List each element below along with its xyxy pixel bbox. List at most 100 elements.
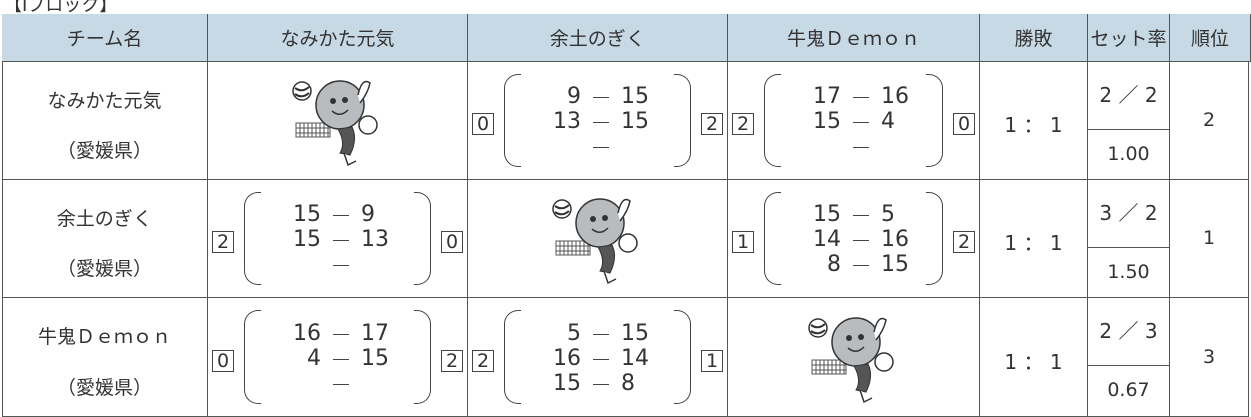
sets-for: 0 [472,113,494,135]
score-dash [581,346,621,371]
score-left: 13 [553,109,581,134]
score-list: 15 5 14 16 8 15 [786,202,936,277]
score-row: 8 15 [786,252,936,277]
score-row [786,134,936,159]
score-dash [841,202,881,227]
score-dash [581,109,621,134]
score-dash [321,202,361,227]
set-count: 2 ／ 2 [1099,82,1158,107]
score-left: 15 [813,202,841,227]
score-dash [841,227,881,252]
mascot-icon [292,80,378,167]
bracket-left [504,310,521,404]
score-row: 17 16 [786,84,936,109]
score-row: 15 13 [266,227,416,252]
header-cell: チーム名 [2,14,208,62]
score-right [361,252,416,277]
team-name: なみかた元気 [47,89,162,112]
score-row: 5 15 [526,321,676,346]
sets-for: 2 [472,349,494,372]
set-count: 3 ／ 2 [1099,200,1158,225]
set-rate: 1.50 [1107,260,1150,283]
bracket-right [674,310,691,404]
score-right: 15 [881,252,909,277]
set-count: 2 ／ 3 [1099,318,1158,343]
bracket-left [764,192,781,285]
rank-cell: 1 [1170,180,1249,298]
score-right [881,134,936,159]
win-loss: 1 ： 1 [1004,113,1063,137]
header-cell: 牛鬼Ｄｅｍｏｎ [728,14,980,62]
score-dash [321,371,361,396]
match-cell: 2 0 15 9 15 13 [208,180,468,298]
score-dash [841,134,881,159]
match-cell: 2 1 5 15 16 14 15 8 [468,298,728,417]
score-right: 16 [881,84,909,109]
score-right: 15 [621,109,649,134]
header-cell: 余土のぎく [468,14,728,62]
match-cell: 0 2 16 17 4 15 [208,298,468,417]
sets-for: 0 [212,349,234,372]
score-dash [581,321,621,346]
rank: 3 [1202,345,1216,368]
set-rate-cell: 2 ／ 2 1.00 [1088,62,1170,180]
block-label: 【Iブロック】 [4,0,118,16]
rank: 2 [1202,109,1216,131]
score-list: 15 9 15 13 [266,202,416,277]
rank-cell: 2 [1170,62,1249,180]
sets-against: 2 [701,113,723,135]
sets-against: 2 [441,349,463,372]
team-prefecture: （愛媛県） [56,140,152,163]
bracket-left [504,74,521,167]
score-left [526,134,581,159]
score-right: 13 [361,227,389,252]
score-right: 9 [361,202,375,227]
match-cell: 1 2 15 5 14 16 8 15 [728,180,980,298]
score-right: 4 [881,109,895,134]
score-row: 15 5 [786,202,936,227]
score-left: 8 [827,252,841,277]
score-row [266,252,416,277]
mascot [288,73,398,172]
rank-cell: 3 [1170,298,1249,417]
score-left [266,371,321,396]
score-row [526,134,676,159]
win-loss-cell: 1 ： 1 [980,180,1088,298]
mascot-icon [808,316,894,403]
mascot [548,191,658,290]
score-right [361,371,416,396]
score-dash [321,346,361,371]
self-cell [468,180,728,298]
bracket-right [414,310,431,404]
score-row: 15 4 [786,109,936,134]
sets-for: 2 [212,231,234,253]
score-right: 5 [881,202,895,227]
set-rate-box: 0.67 [1088,365,1169,416]
win-loss-cell: 1 ： 1 [980,298,1088,417]
team-prefecture: （愛媛県） [56,258,152,281]
sets-against: 0 [953,113,975,135]
score-dash [321,321,361,346]
score-row: 16 14 [526,346,676,371]
team-cell: なみかた元気 （愛媛県） [2,62,208,180]
score-dash [581,371,621,396]
sets-for: 2 [732,113,754,135]
score-list: 9 15 13 15 [526,84,676,159]
team-cell: 牛鬼Ｄｅｍｏｎ （愛媛県） [2,298,208,417]
score-right: 16 [881,227,909,252]
score-left: 5 [567,320,581,346]
header-cell: 勝敗 [980,14,1088,62]
score-right: 15 [361,345,389,371]
score-left: 16 [553,345,581,371]
header-cell: なみかた元気 [208,14,468,62]
win-loss: 1 ： 1 [1004,231,1063,255]
header-cell: 順位 [1170,14,1251,62]
set-rate-cell: 3 ／ 2 1.50 [1088,180,1170,298]
score-dash [841,252,881,277]
score-left: 15 [813,109,841,134]
self-cell [728,298,980,417]
set-rate-box: 1.50 [1088,246,1169,297]
sets-for: 1 [732,231,754,253]
match-cell: 2 0 17 16 15 4 [728,62,980,180]
